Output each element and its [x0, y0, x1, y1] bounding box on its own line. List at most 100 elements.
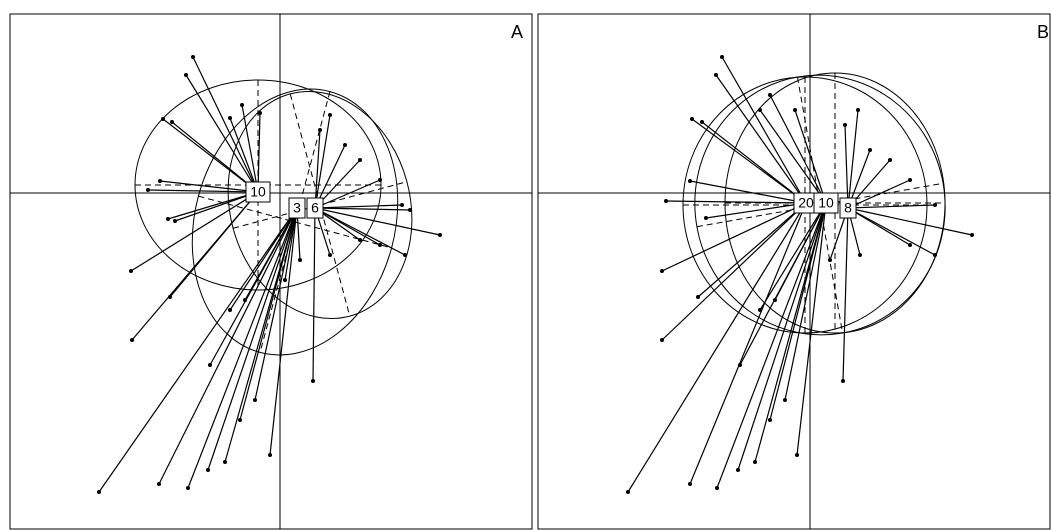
point	[146, 188, 150, 192]
point	[714, 73, 718, 77]
class-label: 20	[798, 195, 814, 211]
star-segment	[847, 207, 973, 236]
point	[400, 203, 404, 207]
star-segment	[794, 109, 827, 204]
star-segment	[284, 207, 298, 281]
class-label-box	[288, 197, 306, 219]
class-label: 10	[818, 195, 834, 211]
star-segment	[207, 207, 298, 471]
point	[378, 178, 382, 182]
point	[378, 243, 382, 247]
point	[223, 460, 227, 464]
point	[858, 253, 862, 257]
point	[660, 338, 664, 342]
star-segment	[241, 104, 259, 193]
star-segment	[847, 179, 911, 209]
star-segment	[847, 204, 936, 209]
point	[358, 158, 362, 162]
point	[933, 253, 937, 257]
star-segment	[847, 207, 911, 246]
point	[753, 460, 757, 464]
point	[238, 418, 242, 422]
point	[736, 468, 740, 472]
star-segment	[229, 117, 259, 193]
point	[166, 217, 170, 221]
star-segment	[847, 207, 936, 256]
point	[129, 269, 133, 273]
star-segment	[312, 207, 316, 382]
star-segment	[739, 202, 827, 366]
point	[191, 55, 195, 59]
point	[843, 123, 847, 127]
star-segment	[721, 56, 807, 204]
point	[173, 219, 177, 223]
class-label: 6	[311, 200, 319, 216]
point	[240, 103, 244, 107]
point	[328, 113, 332, 117]
point	[358, 238, 362, 242]
star-segment	[98, 207, 298, 493]
star-segment	[269, 207, 298, 456]
point	[268, 453, 272, 457]
star-segment	[314, 207, 411, 211]
class-label-box	[839, 197, 857, 219]
star-segment	[130, 191, 259, 272]
point	[253, 398, 257, 402]
point	[696, 295, 700, 299]
star-segment	[701, 121, 807, 204]
point	[933, 203, 937, 207]
point	[328, 253, 332, 257]
point	[438, 233, 442, 237]
star-segment	[239, 207, 298, 421]
star-segment	[842, 207, 849, 382]
point	[158, 179, 162, 183]
star-segment	[715, 74, 807, 204]
class-label-box	[245, 181, 271, 203]
star-segment	[691, 118, 807, 204]
panel-frame	[537, 13, 1051, 530]
point	[130, 338, 134, 342]
star-segment	[705, 202, 807, 219]
point	[888, 158, 892, 162]
star-segment	[689, 202, 807, 485]
star-segment	[174, 191, 259, 222]
star-segment	[314, 207, 406, 256]
point	[688, 179, 692, 183]
point	[186, 486, 190, 490]
point	[318, 128, 322, 132]
star-segment	[796, 202, 827, 456]
point	[970, 233, 974, 237]
class-label: 3	[293, 200, 301, 216]
star-segment	[627, 202, 807, 493]
point	[228, 116, 232, 120]
point	[720, 55, 724, 59]
point	[768, 93, 772, 97]
point	[157, 482, 161, 486]
point	[841, 379, 845, 383]
star-segment	[697, 202, 807, 298]
star-segment	[784, 202, 827, 401]
star-segment	[147, 189, 259, 193]
point	[738, 363, 742, 367]
point	[700, 120, 704, 124]
point	[311, 379, 315, 383]
star-segment	[844, 124, 849, 209]
star-segment	[665, 200, 807, 204]
star-segment	[185, 74, 259, 193]
star-segment	[314, 114, 331, 209]
point	[704, 216, 708, 220]
star-segment	[171, 121, 259, 193]
point	[97, 490, 101, 494]
star-segment	[192, 56, 259, 193]
point	[343, 143, 347, 147]
star-segment	[769, 94, 827, 204]
star-segment	[737, 202, 827, 471]
star-segment	[716, 202, 827, 489]
class-label: 10	[250, 184, 266, 200]
point	[208, 363, 212, 367]
star-segment	[847, 109, 859, 209]
star-segment	[314, 207, 441, 236]
point	[908, 243, 912, 247]
point	[793, 108, 797, 112]
